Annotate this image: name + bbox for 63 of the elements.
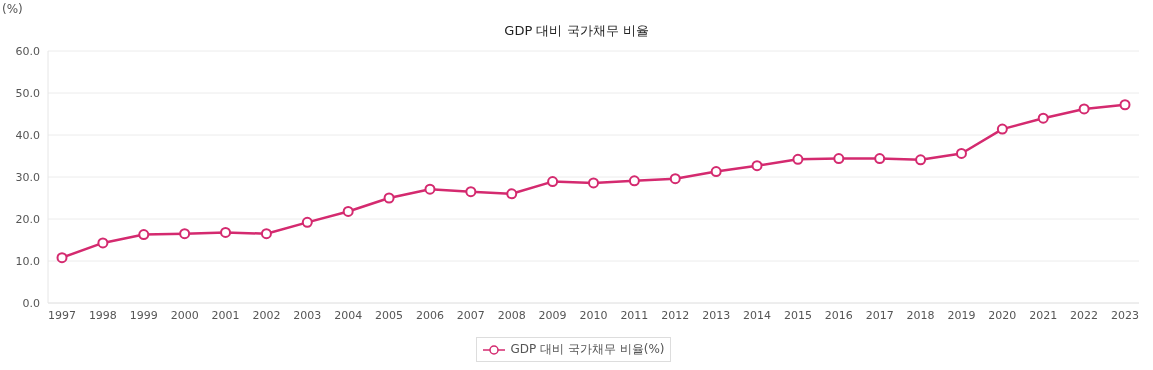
x-tick-label: 2011 [620, 308, 649, 322]
point [179, 228, 191, 240]
chart-title: GDP 대비 국가채무 비율 [503, 22, 650, 40]
x-tick-label: 1999 [129, 308, 158, 322]
x-tick-label: 2002 [252, 308, 281, 322]
x-tick-label: 2004 [334, 308, 363, 322]
x-tick-label: 2017 [865, 308, 894, 322]
point [424, 183, 436, 195]
x-tick-label: 2016 [824, 308, 853, 322]
x-tick-label: 2023 [1111, 308, 1139, 322]
point [955, 147, 967, 159]
x-tick-label: 2014 [743, 308, 772, 322]
y-tick-label: 40.0 [15, 128, 40, 142]
point [1119, 99, 1131, 111]
x-tick-label: 2012 [661, 308, 690, 322]
point [342, 205, 354, 217]
y-tick-label: 50.0 [15, 86, 40, 100]
point [915, 154, 927, 166]
y-tick-label: 30.0 [15, 170, 40, 184]
x-tick-label: 2015 [783, 308, 812, 322]
x-tick-label: 2020 [988, 308, 1017, 322]
x-tick-label: 2005 [375, 308, 404, 322]
x-tick-label: 2019 [947, 308, 976, 322]
point [1037, 112, 1049, 124]
point [710, 166, 722, 178]
point [260, 228, 272, 240]
point [220, 226, 232, 238]
point [547, 176, 559, 188]
y-tick-label: 0.0 [22, 296, 40, 310]
y-tick-label: 20.0 [15, 212, 40, 226]
point [996, 123, 1008, 135]
point [833, 153, 845, 165]
x-tick-label: 2007 [456, 308, 485, 322]
point [138, 229, 150, 241]
x-tick-label: 2008 [497, 308, 526, 322]
point [874, 153, 886, 165]
x-tick-label: 2009 [538, 308, 567, 322]
x-tick-label: 2018 [906, 308, 935, 322]
x-tick-label: 2010 [579, 308, 608, 322]
legend-label: GDP 대비 국가채무 비율(%) [510, 341, 665, 358]
point [301, 216, 313, 228]
point [669, 173, 681, 185]
x-tick-label: 2006 [415, 308, 444, 322]
x-tick-label: 2013 [702, 308, 731, 322]
point [465, 186, 477, 198]
point [97, 237, 109, 249]
x-tick-label: 1998 [88, 308, 117, 322]
point [383, 192, 395, 204]
point [56, 252, 68, 264]
x-tick-label: 2021 [1029, 308, 1058, 322]
point [751, 160, 763, 172]
point [588, 177, 599, 189]
x-tick-label: 2001 [211, 308, 240, 322]
y-tick-label: 60.0 [15, 44, 40, 58]
x-tick-label: 2022 [1070, 308, 1099, 322]
point [628, 175, 640, 187]
y-axis-title: (%) [2, 2, 23, 16]
point [792, 153, 804, 165]
x-tick-label: 1997 [48, 308, 76, 322]
x-tick-label: 2000 [170, 308, 199, 322]
point [506, 188, 518, 200]
y-tick-label: 10.0 [15, 254, 40, 268]
x-tick-label: 2003 [293, 308, 322, 322]
